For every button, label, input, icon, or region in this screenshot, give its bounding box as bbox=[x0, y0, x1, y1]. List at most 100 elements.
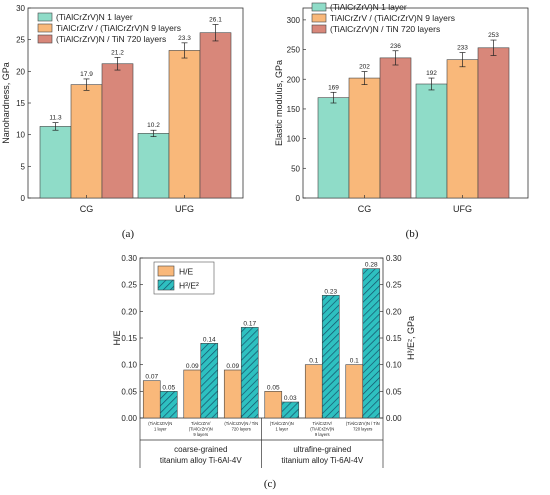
data-label: 0.23 bbox=[324, 288, 337, 295]
panel-label: (b) bbox=[406, 228, 419, 240]
legend-label: H/E bbox=[179, 267, 194, 277]
chart-panel-a: 0 5 10 15 20 25 30 Nanohardness, GPa 11.3 17.9 21.… bbox=[1, 4, 244, 240]
panel-label: (a) bbox=[122, 228, 135, 240]
legend-label: (TiAlCrZrV)N 1 layer bbox=[330, 2, 407, 12]
legend-swatch bbox=[37, 23, 53, 33]
y-tick-label: 300 bbox=[287, 16, 301, 25]
bar bbox=[477, 47, 510, 199]
x-category-label: 9 layers bbox=[315, 432, 330, 437]
data-label: 0.17 bbox=[243, 320, 256, 327]
y-right-tick-label: 0.10 bbox=[386, 361, 402, 370]
bar bbox=[101, 63, 134, 199]
panel-label: (c) bbox=[264, 478, 277, 490]
bar bbox=[446, 59, 479, 199]
x-category-label: UFG bbox=[453, 204, 472, 214]
data-label: 0.09 bbox=[186, 363, 199, 370]
group-label: ultrafine-grained bbox=[293, 445, 351, 454]
data-label: 0.05 bbox=[267, 384, 280, 391]
x-category-label: 1 layer bbox=[275, 427, 288, 432]
group-label: titanium alloy Ti-6Al-4V bbox=[160, 456, 242, 465]
data-label: 11.3 bbox=[49, 115, 62, 122]
legend-swatch bbox=[311, 24, 327, 34]
x-category-label: TiAlCrZrV/ bbox=[313, 421, 333, 426]
data-label: 253 bbox=[488, 32, 499, 39]
data-label: 0.1 bbox=[309, 358, 318, 365]
y-axis-label: H/E bbox=[112, 330, 122, 345]
x-category-label: 720 layers bbox=[353, 427, 372, 432]
y-axis-label: Nanohardness, GPa bbox=[1, 62, 11, 144]
x-category-label: (TiAlCrZrV)N bbox=[310, 427, 334, 432]
bar bbox=[137, 133, 170, 199]
group-label: titanium alloy Ti-6Al-4V bbox=[281, 456, 363, 465]
y-tick-label: 250 bbox=[287, 46, 301, 55]
y-right-tick-label: 0.00 bbox=[386, 414, 402, 423]
y-tick-label: 0.25 bbox=[121, 281, 137, 290]
data-label: 10.2 bbox=[147, 122, 160, 129]
bar bbox=[317, 97, 350, 199]
data-label: 0.14 bbox=[203, 336, 216, 343]
y-tick-label: 0.10 bbox=[121, 361, 137, 370]
bar bbox=[348, 77, 381, 199]
legend-label: TiAlCrZrV / (TiAlCrZrV)N 9 layers bbox=[56, 23, 181, 33]
data-label: 192 bbox=[426, 70, 437, 77]
y-tick-label: 0.00 bbox=[121, 414, 137, 423]
data-label: 233 bbox=[457, 45, 468, 52]
y-tick-label: 0 bbox=[21, 194, 26, 203]
y-right-tick-label: 0.25 bbox=[386, 281, 402, 290]
data-label: 23.3 bbox=[178, 35, 191, 42]
data-label: 0.28 bbox=[365, 262, 378, 269]
y-tick-label: 100 bbox=[287, 135, 301, 144]
x-category-label: 720 layers bbox=[232, 427, 251, 432]
y-tick-label: 0.30 bbox=[121, 254, 137, 263]
data-label: 202 bbox=[359, 64, 370, 71]
data-label: 17.9 bbox=[80, 71, 93, 78]
x-category-label: CG bbox=[80, 204, 94, 214]
bar bbox=[168, 50, 201, 199]
group-label: coarse-grained bbox=[174, 445, 227, 454]
data-label: 0.05 bbox=[162, 384, 175, 391]
x-category-label: 1 layer bbox=[154, 427, 167, 432]
bar bbox=[345, 364, 364, 419]
x-category-label: (TiAlCrZrV)N bbox=[189, 427, 213, 432]
bar bbox=[240, 327, 259, 419]
chart-panel-c: 0.00 0.00 0.05 0.05 0.10 0.10 0.15 0.15 0.20 0.20… bbox=[112, 254, 416, 490]
y-right-tick-label: 0.20 bbox=[386, 307, 402, 316]
bar bbox=[264, 391, 283, 419]
y-right-tick-label: 0.05 bbox=[386, 387, 402, 396]
data-label: 236 bbox=[390, 43, 401, 50]
bar bbox=[223, 369, 242, 419]
bar bbox=[183, 369, 202, 419]
legend-swatch bbox=[311, 2, 327, 12]
legend-label: (TiAlCrZrV)N / TiN 720 layers bbox=[56, 34, 166, 44]
legend-swatch bbox=[37, 34, 53, 44]
y-tick-label: 30 bbox=[16, 4, 25, 13]
bar bbox=[70, 84, 103, 199]
x-category-label: (TiAlCrZrV)N bbox=[270, 421, 294, 426]
data-label: 0.1 bbox=[350, 358, 359, 365]
chart-panel-b: 0 50 100 150 200 250 300 Elastic modulus, GPa 16… bbox=[274, 2, 529, 240]
data-label: 0.03 bbox=[284, 395, 297, 402]
y-tick-label: 0.20 bbox=[121, 307, 137, 316]
y-right-tick-label: 0.15 bbox=[386, 334, 402, 343]
x-category-label: (TiAlCrZrV)N bbox=[148, 421, 172, 426]
legend-label: (TiAlCrZrV)N / TiN 720 layers bbox=[330, 24, 440, 34]
legend-label: (TiAlCrZrV)N 1 layer bbox=[56, 12, 133, 22]
x-category-label: CG bbox=[358, 204, 372, 214]
bar bbox=[362, 268, 381, 419]
data-label: 169 bbox=[328, 84, 339, 91]
x-category-label: (TiAlCrZrV)N / TiN bbox=[224, 421, 258, 426]
x-category-label: 9 layers bbox=[193, 432, 208, 437]
y-tick-label: 20 bbox=[16, 67, 25, 76]
bar bbox=[199, 32, 232, 199]
y-tick-label: 150 bbox=[287, 105, 301, 114]
legend-swatch bbox=[311, 13, 327, 23]
data-label: 26.1 bbox=[209, 16, 222, 23]
y-tick-label: 50 bbox=[291, 164, 300, 173]
bar bbox=[142, 380, 161, 419]
plot-frame bbox=[302, 7, 529, 199]
bar bbox=[39, 126, 72, 199]
legend-swatch bbox=[157, 265, 175, 277]
y-tick-label: 10 bbox=[16, 131, 25, 140]
y-right-axis-label: H³/E², GPa bbox=[406, 316, 416, 360]
